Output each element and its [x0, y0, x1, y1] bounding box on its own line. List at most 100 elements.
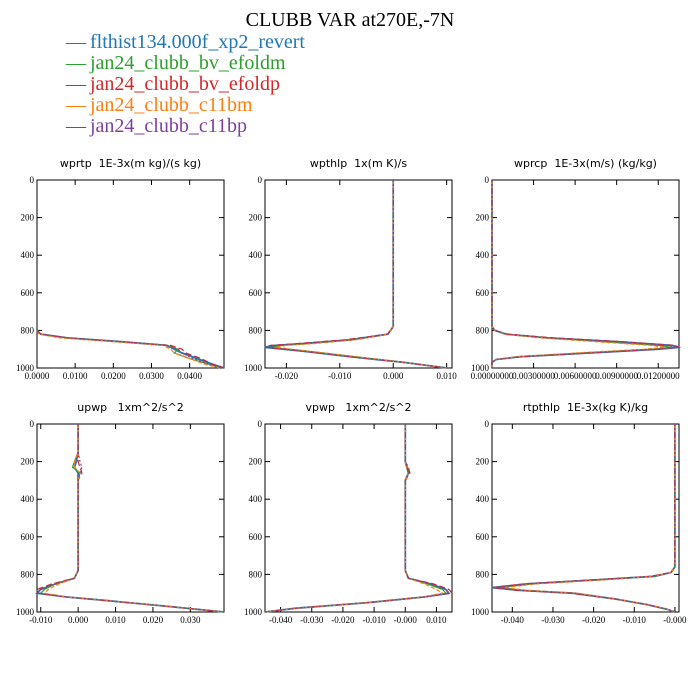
- y-tick-label: 600: [21, 532, 35, 542]
- plot-frame: [264, 179, 453, 369]
- series-line: [35, 424, 225, 613]
- series-line: [36, 329, 225, 369]
- chart-panel: wprcp 1E-3x(m/s) (kg/kg) 0 200 400 600 800 100…: [471, 157, 682, 381]
- series-line: [491, 180, 666, 368]
- legend-entry: — jan24_clubb_c11bm: [65, 94, 253, 116]
- x-tick-label: -0.040: [501, 615, 525, 625]
- series-line: [491, 180, 677, 368]
- plot-frame: [36, 423, 225, 613]
- series-line: [275, 180, 447, 369]
- x-tick-label: -0.030: [541, 615, 565, 625]
- series-line: [36, 329, 225, 369]
- y-tick-label: 400: [21, 250, 35, 260]
- x-tick-label: 0.00000000: [471, 371, 514, 381]
- y-tick-label: 400: [476, 250, 490, 260]
- panel-title: wprcp 1E-3x(m/s) (kg/kg): [514, 157, 657, 170]
- legend-entry: — jan24_clubb_c11bp: [65, 115, 247, 137]
- y-tick-label: 400: [21, 494, 35, 504]
- y-tick-label: 0: [258, 419, 263, 429]
- y-tick-label: 800: [21, 569, 35, 579]
- legend-marker: —: [65, 115, 87, 137]
- panel-title: upwp 1xm^2/s^2: [77, 401, 184, 414]
- y-tick-label: 600: [21, 288, 35, 298]
- x-tick-label: 0.01200000: [637, 371, 680, 381]
- y-tick-label: 400: [249, 250, 263, 260]
- y-tick-label: 600: [249, 532, 263, 542]
- x-tick-label: -0.020: [275, 371, 299, 381]
- x-tick-label: 0.00600000: [554, 371, 597, 381]
- y-tick-label: 0: [30, 419, 35, 429]
- x-tick-label: 0.000: [68, 615, 89, 625]
- x-tick-label: -0.010: [362, 615, 386, 625]
- chart-panel: wpthlp 1x(m K)/s 0 200 400 600 800 1000 -0.020 -…: [244, 157, 457, 381]
- panel-title: wpthlp 1x(m K)/s: [310, 157, 408, 170]
- legend-marker: —: [65, 31, 87, 53]
- y-tick-label: 0: [258, 175, 263, 185]
- y-tick-label: 1000: [244, 607, 263, 617]
- x-tick-label: 0.0400: [177, 371, 202, 381]
- series-line: [491, 180, 680, 368]
- plot-frame: [491, 423, 680, 613]
- y-tick-label: 600: [476, 288, 490, 298]
- y-tick-label: 1000: [16, 607, 35, 617]
- y-tick-label: 800: [476, 569, 490, 579]
- panel-title: vpwp 1xm^2/s^2: [305, 401, 411, 414]
- x-tick-label: 0.000: [383, 371, 404, 381]
- x-tick-label: -0.030: [300, 615, 324, 625]
- series-line: [36, 329, 221, 369]
- legend-label: flthist134.000f_xp2_revert: [90, 31, 305, 53]
- y-tick-label: 200: [249, 457, 263, 467]
- x-tick-label: -0.010: [328, 371, 352, 381]
- x-tick-label: 0.00300000: [512, 371, 555, 381]
- chart-panel: vpwp 1xm^2/s^2 0 200 400 600 800 1000 -0.040 -0.…: [244, 401, 454, 625]
- x-tick-label: 0.010: [426, 615, 447, 625]
- y-tick-label: 200: [21, 457, 35, 467]
- series-line: [264, 424, 445, 613]
- y-tick-label: 1000: [16, 363, 35, 373]
- legend-label: jan24_clubb_c11bp: [89, 115, 247, 137]
- legend-marker: —: [65, 94, 87, 116]
- series-line: [264, 424, 454, 613]
- x-tick-label: 0.010: [105, 615, 126, 625]
- series-line: [35, 424, 225, 613]
- x-tick-label: 0.0100: [63, 371, 88, 381]
- x-tick-label: -0.000: [394, 615, 418, 625]
- y-tick-label: 200: [21, 213, 35, 223]
- legend-entry: — jan24_clubb_bv_efoldp: [65, 73, 280, 95]
- y-tick-label: 800: [249, 569, 263, 579]
- y-tick-label: 0: [485, 175, 490, 185]
- x-tick-label: -0.000: [663, 615, 687, 625]
- y-tick-label: 400: [476, 494, 490, 504]
- x-tick-label: -0.040: [269, 615, 293, 625]
- x-tick-label: 0.00900000: [595, 371, 638, 381]
- x-tick-label: 0.0300: [139, 371, 164, 381]
- series-line: [496, 424, 676, 613]
- series-line: [491, 424, 676, 613]
- legend-label: jan24_clubb_c11bm: [89, 94, 253, 116]
- y-tick-label: 1000: [244, 363, 263, 373]
- figure-title: CLUBB VAR at270E,-7N: [246, 9, 455, 31]
- series-line: [270, 180, 447, 369]
- y-tick-label: 1000: [471, 607, 490, 617]
- legend-label: jan24_clubb_bv_efoldp: [89, 73, 280, 95]
- series-line: [264, 424, 451, 613]
- panels: wprtp 1E-3x(m kg)/(s kg) 0 200 400 600 800 100…: [16, 157, 687, 625]
- legend-marker: —: [65, 52, 87, 74]
- legend-entry: — jan24_clubb_bv_efoldm: [65, 52, 286, 74]
- x-tick-label: 0.0000: [25, 371, 50, 381]
- series-line: [36, 424, 225, 613]
- y-tick-label: 600: [476, 532, 490, 542]
- x-tick-label: 0.0200: [101, 371, 126, 381]
- panel-title: wprtp 1E-3x(m kg)/(s kg): [60, 157, 201, 170]
- series-line: [39, 424, 225, 613]
- y-tick-label: 200: [476, 457, 490, 467]
- series-line: [264, 424, 447, 613]
- chart-panel: upwp 1xm^2/s^2 0 200 400 600 800 1000-0.010 0.0…: [16, 401, 225, 625]
- legend-label: jan24_clubb_bv_efoldm: [89, 52, 286, 74]
- series-line: [36, 330, 221, 369]
- plot-frame: [36, 179, 225, 369]
- x-tick-label: -0.010: [29, 615, 53, 625]
- y-tick-label: 0: [30, 175, 35, 185]
- y-tick-label: 200: [249, 213, 263, 223]
